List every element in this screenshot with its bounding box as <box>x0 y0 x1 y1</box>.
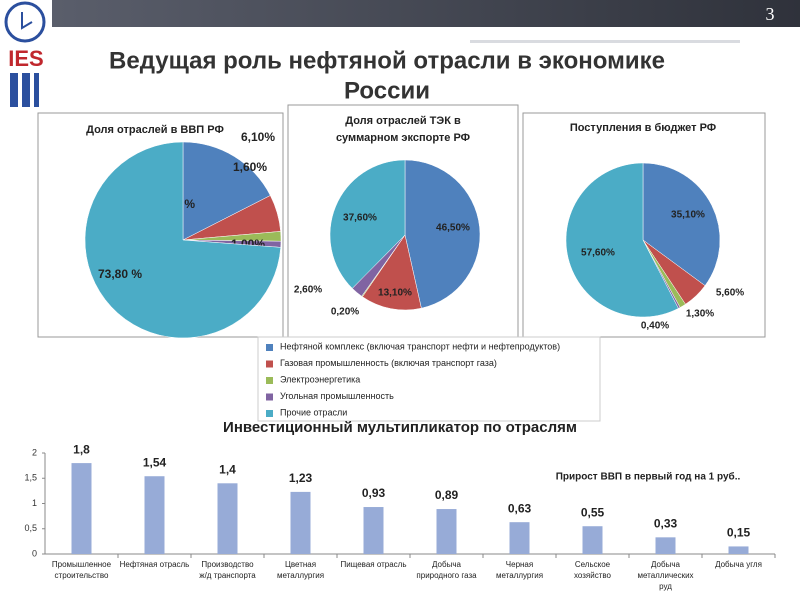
logo-bar <box>22 73 30 107</box>
y-tick-label: 0,5 <box>24 523 37 533</box>
chart-title: суммарном экспорте РФ <box>336 132 470 144</box>
legend-label: Угольная промышленность <box>280 391 394 401</box>
data-label: 37,60% <box>343 213 377 224</box>
x-tick-label: Добыча угля <box>715 560 762 569</box>
data-label: 0,20% <box>331 307 359 318</box>
slide-title: России <box>344 77 430 104</box>
data-label: 0,40% <box>641 321 669 332</box>
legend-swatch <box>266 410 273 417</box>
legend-swatch <box>266 393 273 401</box>
annotation: Прирост ВВП в первый год на 1 руб.. <box>556 471 741 483</box>
data-label: 1,23 <box>289 471 313 485</box>
header-bar <box>52 0 800 27</box>
pie-slice <box>182 141 271 241</box>
data-label: 0,89 <box>435 488 459 502</box>
legend-swatch <box>266 377 273 384</box>
x-tick-label: Цветная <box>285 560 316 569</box>
bar <box>728 546 749 554</box>
data-label: 57,60% <box>581 248 615 259</box>
legend-label: Электроэнергетика <box>280 374 360 384</box>
x-tick-label: Пищевая отрасль <box>341 560 407 569</box>
x-tick-label: строительство <box>55 571 109 580</box>
bar <box>290 491 311 554</box>
legend-swatch <box>266 344 273 351</box>
data-label: 1,8 <box>73 442 90 456</box>
pie-slice <box>362 234 422 311</box>
bar <box>509 522 530 554</box>
data-label: 1,30% <box>686 309 714 320</box>
x-tick-label: Нефтяная отрасль <box>120 560 190 569</box>
pie-slice <box>565 162 679 318</box>
legend-swatch <box>266 360 273 368</box>
bar <box>71 463 92 554</box>
pie-slice <box>404 159 481 309</box>
bar <box>582 526 603 554</box>
x-tick-label: природного газа <box>416 571 477 580</box>
data-label: 6,10% <box>241 130 275 144</box>
x-tick-label: Производство <box>201 560 254 569</box>
data-label: 1,4 <box>219 462 236 476</box>
x-tick-label: металлургия <box>496 571 543 580</box>
data-label: 46,50% <box>436 223 470 234</box>
data-label: 1,54 <box>143 455 167 469</box>
x-tick-label: Сельское <box>575 560 611 569</box>
y-tick-label: 0 <box>32 548 37 558</box>
x-tick-label: Промышленное <box>52 560 112 569</box>
y-tick-label: 1,5 <box>24 473 37 483</box>
bar <box>217 483 238 554</box>
chart-title: Доля отраслей ТЭК в <box>345 115 461 127</box>
legend-label: Прочие отрасли <box>280 407 347 417</box>
x-tick-label: хозяйство <box>574 571 612 580</box>
legend-label: Газовая промышленность (включая транспор… <box>280 358 497 368</box>
pie-slice <box>84 141 281 339</box>
logo-text: IES <box>8 46 43 71</box>
bar <box>436 509 457 554</box>
x-tick-label: Черная <box>506 560 533 569</box>
x-tick-label: металлургия <box>277 571 324 580</box>
data-label: 0,63 <box>508 501 532 515</box>
header-accent <box>470 40 740 43</box>
data-label: 1,60% <box>233 160 267 174</box>
legend-box <box>257 336 601 422</box>
chart-title: Инвестиционный мультипликатор по отрасля… <box>223 419 577 436</box>
data-label: 0,33 <box>654 517 678 531</box>
x-tick-label: Добыча <box>651 560 680 569</box>
x-tick-label: руд <box>659 582 672 591</box>
legend-label: Нефтяной комплекс (включая транспорт неф… <box>280 341 560 351</box>
data-label: 5,60% <box>716 288 744 299</box>
logo-bar <box>10 73 18 107</box>
x-tick-label: металлических <box>637 571 693 580</box>
y-tick-label: 1 <box>32 498 37 508</box>
bar <box>655 537 676 554</box>
data-label: 0,55 <box>581 505 605 519</box>
data-label: 0,93 <box>362 486 386 500</box>
page-number: 3 <box>766 4 775 24</box>
data-label: 73,80 % <box>98 267 142 281</box>
x-tick-label: Добыча <box>432 560 461 569</box>
bar <box>144 476 165 554</box>
logo-mark <box>21 12 33 30</box>
y-tick-label: 2 <box>32 447 37 457</box>
logo-bar <box>34 73 39 107</box>
pie-slice <box>329 159 406 289</box>
data-label: 2,60% <box>294 285 322 296</box>
chart-title: Поступления в бюджет РФ <box>570 122 716 134</box>
data-label: 13,10% <box>378 288 412 299</box>
slide-title: Ведущая роль нефтяной отрасли в экономик… <box>109 47 665 74</box>
pie-slice <box>642 162 721 286</box>
data-label: 0,15 <box>727 526 751 540</box>
data-label: 35,10% <box>671 210 705 221</box>
logo-circle <box>4 1 46 43</box>
bar <box>363 507 384 554</box>
chart-title: Доля отраслей в ВВП РФ <box>86 124 224 136</box>
x-tick-label: ж/д транспорта <box>199 571 256 580</box>
